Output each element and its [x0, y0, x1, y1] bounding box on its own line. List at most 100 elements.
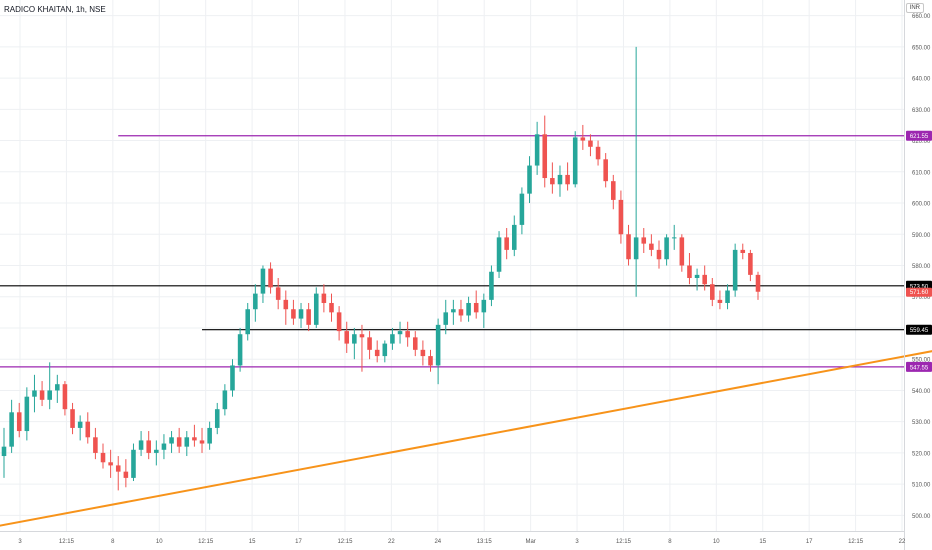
time-tick-label: 8	[668, 539, 672, 545]
candle-body	[671, 237, 677, 239]
trendline[interactable]	[0, 271, 932, 527]
candle-body	[93, 437, 98, 453]
time-tick-label: 3	[575, 539, 579, 545]
candle-body	[329, 302, 334, 313]
candle-body	[466, 302, 471, 316]
grid-lines	[0, 0, 904, 531]
candle-body	[283, 299, 289, 310]
candle-body	[146, 440, 151, 453]
candle-body	[534, 134, 540, 166]
candle-body	[237, 334, 243, 366]
candle-body	[511, 224, 517, 250]
horizontal-levels	[0, 135, 904, 368]
candle-body	[123, 471, 129, 478]
candle-body	[405, 331, 410, 338]
candle-body	[176, 437, 182, 447]
last-price-tag	[906, 287, 932, 297]
candle-body	[740, 249, 746, 254]
candle-body	[443, 312, 449, 325]
level-tag	[906, 324, 932, 335]
time-tick-label: 10	[713, 539, 720, 545]
candle-body	[717, 299, 723, 303]
candle-body	[154, 449, 159, 453]
candle-body	[16, 412, 22, 432]
candle-body	[169, 437, 174, 444]
candle-body	[77, 421, 83, 428]
candle-body	[664, 237, 669, 260]
candle-body	[473, 302, 479, 313]
candle-body	[687, 265, 692, 278]
candle-body	[359, 334, 365, 338]
candle-body	[108, 462, 113, 466]
candle-body	[603, 159, 608, 182]
candle-body	[260, 268, 266, 294]
candle-body	[732, 249, 738, 291]
candle-body	[245, 309, 251, 335]
candle-body	[412, 337, 418, 350]
time-tick-label: 12:15	[59, 539, 75, 545]
price-tick-label: 540.00	[912, 389, 931, 395]
time-tick-label: 10	[156, 539, 163, 545]
candle-body	[588, 140, 593, 147]
currency-badge[interactable]: INR	[905, 3, 924, 13]
candle-body	[161, 443, 167, 450]
price-tick-label: 550.00	[912, 358, 931, 364]
time-tick-label: 17	[295, 539, 302, 545]
candle-body	[679, 237, 685, 266]
candle-body	[32, 390, 37, 397]
price-tick-label: 580.00	[912, 264, 931, 270]
candle-body	[428, 356, 433, 366]
candle-body	[275, 287, 281, 300]
time-tick-label: 22	[899, 539, 906, 545]
candle-body	[192, 437, 197, 441]
candle-body	[626, 234, 631, 260]
trendline-segment	[0, 350, 932, 527]
time-tick-label: 3	[18, 539, 22, 545]
candle-body	[374, 349, 380, 357]
price-tick-label: 620.00	[912, 139, 931, 145]
price-tick-label: 590.00	[912, 233, 931, 239]
candle-body	[39, 390, 45, 400]
time-tick-label: 12:15	[616, 539, 632, 545]
candle-body	[24, 396, 30, 432]
candle-body	[306, 309, 311, 325]
time-axis[interactable]: 3 12:15 8 10 12:15 15 17 12:15 22 24 13:15 Mar 3 12:1…	[0, 531, 906, 546]
candle-body	[222, 390, 228, 410]
price-tick-label: 520.00	[912, 451, 931, 457]
candle-body	[725, 290, 730, 303]
price-tick-label: 640.00	[912, 77, 931, 83]
candle-body	[268, 268, 273, 288]
candle-body	[47, 390, 52, 400]
candle-body	[656, 249, 662, 260]
candle-body	[344, 331, 350, 344]
candle-body	[702, 274, 707, 285]
candle-body	[131, 449, 136, 478]
candle-body	[115, 465, 121, 472]
price-tick-label: 570.00	[912, 295, 931, 301]
time-tick-label: Mar	[525, 539, 535, 545]
candle-body	[70, 409, 75, 428]
time-tick-label: 12:15	[848, 539, 864, 545]
last-price-label: 571.60	[910, 290, 929, 296]
candle-body	[458, 309, 464, 316]
candle-body	[542, 134, 548, 179]
candle-body	[550, 178, 555, 185]
symbol-title: RADICO KHAITAN, 1h, NSE	[4, 5, 106, 14]
price-tick-label: 610.00	[912, 170, 931, 176]
price-tick-label: 650.00	[912, 45, 931, 51]
price-tick-label: 510.00	[912, 483, 931, 489]
level-tag-label: 547.55	[910, 365, 929, 371]
price-tick-label: 660.00	[912, 14, 931, 20]
price-tick-label: 500.00	[912, 514, 931, 520]
candle-body	[710, 284, 715, 300]
candle-body	[527, 165, 532, 194]
time-tick-label: 8	[111, 539, 115, 545]
level-tag-label: 621.55	[910, 134, 929, 140]
candle-body	[572, 137, 578, 185]
price-axis[interactable]: 500.00510.00520.00530.00540.00550.00560.…	[904, 0, 932, 550]
candle-body	[504, 237, 509, 250]
candle-body	[184, 437, 190, 447]
candles[interactable]	[1, 46, 761, 491]
